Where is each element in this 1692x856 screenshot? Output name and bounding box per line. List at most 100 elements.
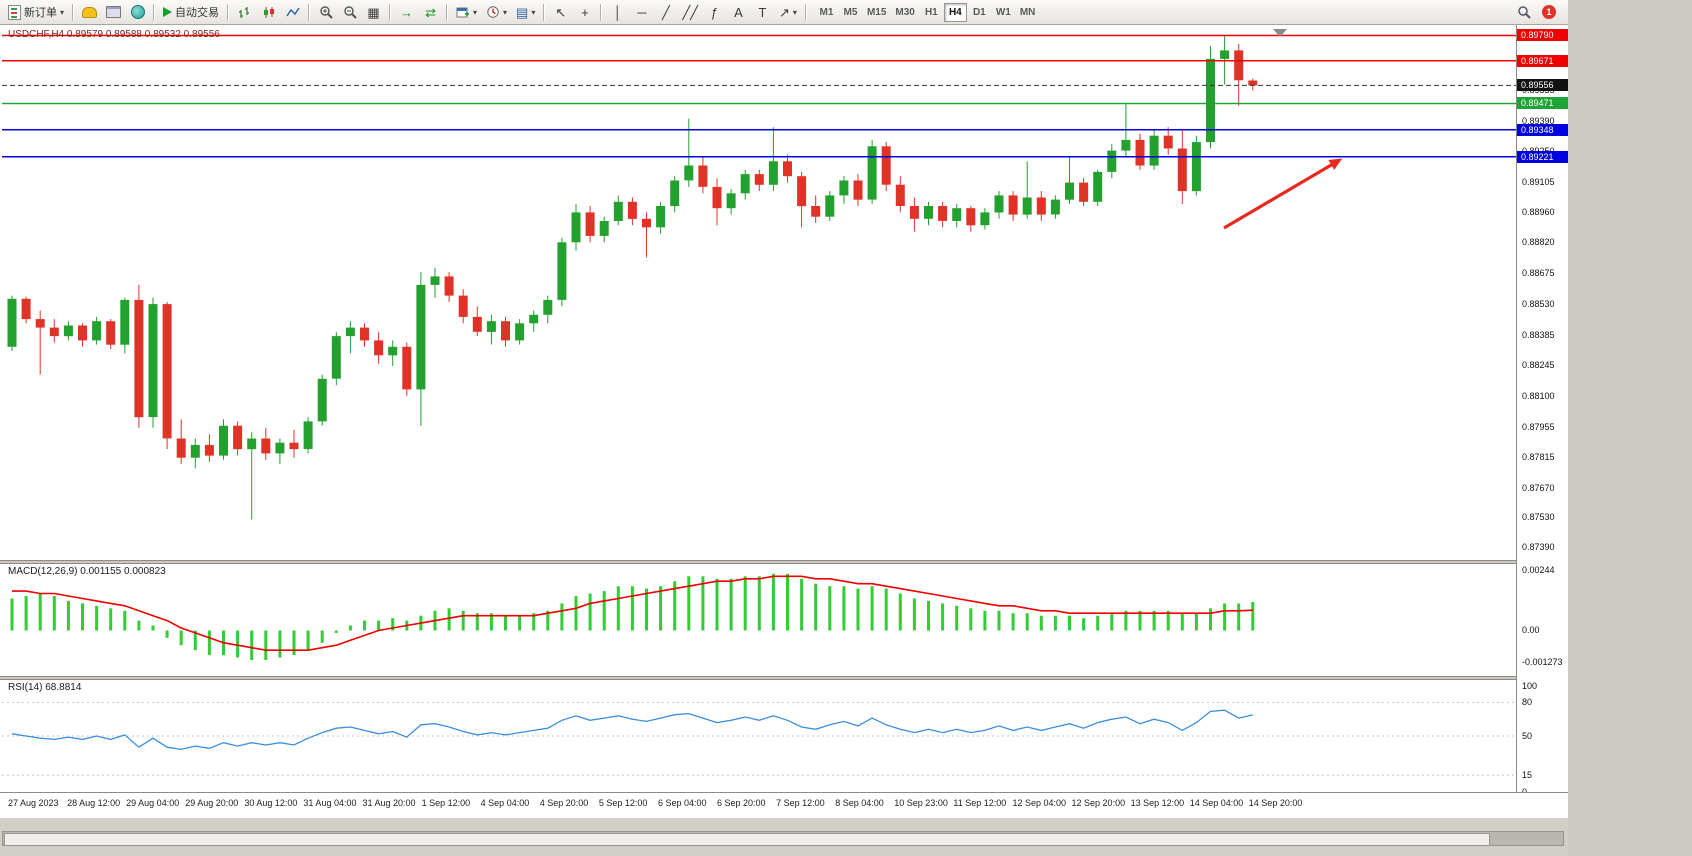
- time-axis-label: 10 Sep 23:00: [894, 798, 948, 808]
- toolbar-separator: [389, 3, 392, 21]
- toolbar-separator: [446, 3, 449, 21]
- autotrading-button[interactable]: 自动交易: [159, 2, 223, 23]
- caret-down-icon: ▾: [60, 7, 65, 17]
- print-button[interactable]: [102, 2, 125, 23]
- auto-scroll-button[interactable]: →: [395, 2, 418, 23]
- chart-shift-marker: [1273, 29, 1287, 37]
- pane-divider[interactable]: [0, 676, 1568, 680]
- autotrading-label: 自动交易: [175, 7, 220, 19]
- line-chart-icon: [285, 7, 300, 16]
- label-tool-button[interactable]: T: [751, 2, 774, 23]
- vertical-line-tool-button[interactable]: │: [606, 2, 629, 23]
- new-order-button[interactable]: 新订单 ▾: [4, 2, 68, 23]
- caret-down-icon: ▾: [531, 7, 536, 17]
- price-axis-label: 0.87955: [1522, 421, 1555, 432]
- periods-button[interactable]: ▾: [482, 2, 511, 23]
- autotrading-play-icon: [163, 7, 173, 17]
- timeframe-h4-button[interactable]: H4: [943, 2, 967, 22]
- timeframe-m1-button[interactable]: M1: [815, 3, 838, 22]
- time-axis-label: 14 Sep 04:00: [1189, 798, 1244, 808]
- line-chart-button[interactable]: [281, 2, 304, 23]
- horizontal-line-tool-button[interactable]: ─: [630, 2, 653, 23]
- time-axis-label: 12 Sep 20:00: [1071, 798, 1126, 808]
- notification-badge[interactable]: 1: [1542, 5, 1556, 19]
- clock-icon: [487, 6, 499, 18]
- timeframe-m5-button[interactable]: M5: [839, 3, 862, 22]
- auto-scroll-icon: →: [400, 4, 414, 20]
- templates-button[interactable]: ▤ ▾: [512, 2, 539, 23]
- price-axis-label: 0.88245: [1522, 359, 1555, 370]
- timeframe-d1-button[interactable]: D1: [968, 3, 991, 22]
- price-axis-label: 0.88675: [1522, 268, 1555, 279]
- rsi-chart[interactable]: [2, 680, 1515, 792]
- tile-windows-button[interactable]: ▦: [362, 2, 385, 23]
- toolbar-separator: [227, 3, 230, 21]
- time-axis-label: 7 Sep 12:00: [776, 798, 825, 808]
- timeframe-mn-button[interactable]: MN: [1016, 3, 1040, 22]
- rsi-axis-label: 15: [1522, 770, 1533, 781]
- trading-app-window: 新订单 ▾ 自动交易: [0, 0, 1568, 856]
- arrows-tool-button[interactable]: ↗ ▾: [775, 2, 801, 23]
- text-tool-button[interactable]: A: [727, 2, 750, 23]
- bar-chart-icon: [238, 6, 249, 18]
- new-chart-button[interactable]: ▾: [452, 2, 481, 23]
- search-icon: [1517, 6, 1531, 19]
- time-axis[interactable]: 27 Aug 2023 28 Aug 12:00 29 Aug 04:00 29 Au…: [0, 792, 1568, 818]
- tile-windows-icon: ▦: [367, 4, 380, 20]
- template-icon: ▤: [516, 4, 529, 20]
- timeframe-w1-button[interactable]: W1: [992, 3, 1015, 22]
- expert-advisors-button[interactable]: [78, 2, 101, 23]
- price-chart[interactable]: [2, 28, 1517, 560]
- time-axis-label: 4 Sep 04:00: [480, 798, 530, 808]
- rsi-axis-label: 100: [1522, 681, 1538, 691]
- time-axis-label: 4 Sep 20:00: [539, 798, 589, 808]
- price-level-tag: 0.89671: [1517, 54, 1568, 67]
- search-button[interactable]: [1512, 2, 1535, 23]
- scrollbar-thumb[interactable]: [4, 833, 1490, 846]
- time-axis-label: 29 Aug 04:00: [126, 798, 180, 808]
- timeframe-m30-button[interactable]: M30: [891, 3, 918, 22]
- time-axis-label: 30 Aug 12:00: [244, 798, 298, 808]
- zoom-out-button[interactable]: [338, 2, 361, 23]
- expert-advisor-icon: [82, 6, 98, 18]
- price-axis-label: 0.87390: [1522, 542, 1555, 553]
- timeframe-h1-button[interactable]: H1: [920, 3, 943, 22]
- price-axis-label: 0.87530: [1522, 512, 1555, 523]
- macd-chart[interactable]: [2, 564, 1515, 676]
- rsi-axis-label: 50: [1522, 731, 1533, 741]
- chart-shift-button[interactable]: ⇄: [419, 2, 442, 23]
- rsi-pane: RSI(14) 68.8814: [0, 680, 1516, 792]
- candlestick-chart-button[interactable]: [257, 2, 280, 23]
- candlestick-chart-icon: [263, 6, 274, 18]
- zoom-in-button[interactable]: [314, 2, 337, 23]
- price-level-tag: 0.89221: [1517, 150, 1568, 163]
- toolbar-separator: [600, 3, 603, 21]
- macd-axis-label: -0.001273: [1522, 656, 1563, 667]
- toolbar-separator: [543, 3, 546, 21]
- trendline-tool-button[interactable]: ╱: [654, 2, 677, 23]
- toolbar-separator: [153, 3, 156, 21]
- price-axis-label: 0.89105: [1522, 176, 1555, 187]
- trendline-icon: ╱: [661, 4, 670, 20]
- fibonacci-tool-button[interactable]: ƒ: [703, 2, 726, 23]
- macd-label: MACD(12,26,9) 0.001155 0.000823: [8, 566, 166, 577]
- timeframe-toolbar: M1 M5 M15 M30 H1 H4 D1 W1 MN: [815, 2, 1040, 22]
- crosshair-tool-button[interactable]: +: [573, 2, 596, 23]
- zoom-out-icon: [343, 6, 357, 19]
- price-level-tag: 0.89348: [1517, 123, 1568, 136]
- community-button[interactable]: [126, 2, 149, 23]
- channel-tool-button[interactable]: ╱╱: [678, 2, 702, 23]
- horizontal-scrollbar[interactable]: [2, 831, 1564, 846]
- timeframe-m15-button[interactable]: M15: [863, 3, 890, 22]
- new-order-label: 新订单: [24, 7, 57, 19]
- cursor-tool-button[interactable]: ↖: [549, 2, 572, 23]
- price-axis-label: 0.87815: [1522, 451, 1555, 462]
- time-axis-label: 12 Sep 04:00: [1012, 798, 1067, 808]
- bar-chart-button[interactable]: [233, 2, 256, 23]
- time-axis-label: 27 Aug 2023: [8, 798, 59, 808]
- text-label-icon: T: [758, 4, 767, 20]
- pane-divider[interactable]: [0, 560, 1568, 564]
- time-axis-label: 31 Aug 20:00: [362, 798, 416, 808]
- price-axis[interactable]: 0.895350.893900.892500.891050.889600.888…: [1516, 25, 1568, 797]
- toolbar: 新订单 ▾ 自动交易: [0, 0, 1568, 25]
